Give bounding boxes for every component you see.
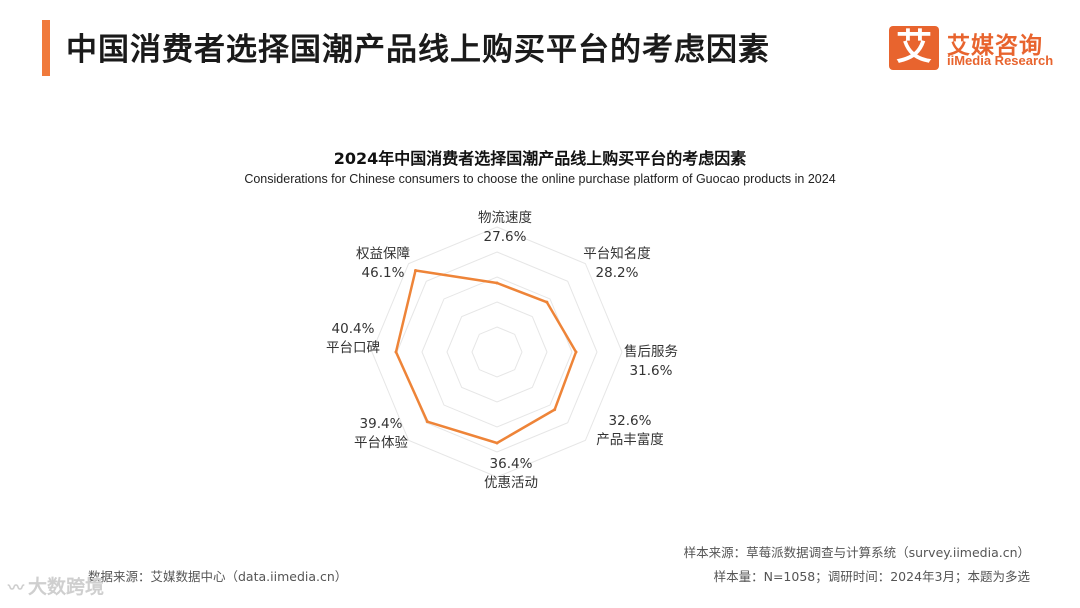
data-label: 27.6% — [484, 229, 527, 245]
data-point — [553, 408, 557, 412]
data-label: 40.4% — [332, 321, 375, 337]
grid-ring — [371, 226, 623, 478]
data-point — [414, 269, 418, 273]
axis-label: 平台知名度 — [583, 245, 651, 262]
series-line — [394, 269, 578, 445]
axis-label: 权益保障 — [356, 245, 410, 262]
data-point — [545, 300, 549, 304]
sample-source: 样本来源：草莓派数据调查与计算系统（survey.iimedia.cn） — [683, 545, 1030, 560]
title-accent-bar — [42, 20, 50, 76]
logo-name-en: iiMedia Research — [947, 53, 1054, 68]
data-label: 36.4% — [490, 456, 533, 472]
chart-title: 2024年中国消费者选择国潮产品线上购买平台的考虑因素 — [333, 149, 747, 168]
axis-label: 物流速度 — [478, 210, 532, 226]
data-label: 39.4% — [360, 416, 403, 432]
page-title: 中国消费者选择国潮产品线上购买平台的考虑因素 — [66, 32, 770, 68]
data-point — [425, 420, 429, 424]
data-source: 数据来源：艾媒数据中心（data.iimedia.cn） — [88, 569, 348, 584]
chart-subtitle: Considerations for Chinese consumers to … — [244, 172, 836, 186]
watermark-text: 大数跨境 — [28, 576, 105, 598]
data-point — [495, 441, 499, 445]
axis-label: 优惠活动 — [484, 475, 538, 491]
data-label: 28.2% — [596, 265, 639, 281]
logo-name-cn: 艾媒咨询 — [947, 33, 1043, 59]
sample-info: 样本量：N=1058；调研时间：2024年3月；本题为多选 — [713, 569, 1030, 584]
data-label: 46.1% — [362, 265, 405, 281]
data-label: 32.6% — [609, 413, 652, 429]
grid-ring — [421, 276, 573, 428]
grid-ring — [446, 301, 548, 403]
axis-label: 平台体验 — [354, 435, 408, 451]
data-label: 31.6% — [630, 363, 673, 379]
axis-label: 平台口碑 — [326, 340, 380, 356]
data-point — [495, 281, 499, 285]
iimedia-logo: 艾 艾媒咨询 iiMedia Research — [887, 24, 1067, 72]
sample-notes: 样本来源：草莓派数据调查与计算系统（survey.iimedia.cn） 样本量… — [684, 541, 1030, 589]
grid-ring — [471, 326, 523, 378]
logo-mark: 艾 — [889, 26, 939, 70]
data-point — [574, 350, 578, 354]
grid-ring — [396, 251, 598, 453]
watermark: 〰大数跨境 — [8, 572, 104, 599]
watermark-logo-icon: 〰 — [8, 578, 25, 597]
axis-label: 售后服务 — [624, 344, 678, 360]
axis-label: 产品丰富度 — [596, 431, 664, 448]
data-point — [394, 350, 398, 354]
